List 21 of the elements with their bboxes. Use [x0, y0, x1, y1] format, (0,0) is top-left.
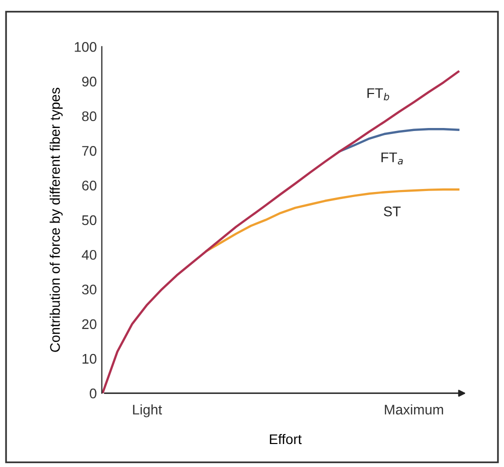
x-tick-label: Light: [133, 404, 162, 418]
y-tick-label: 40: [82, 250, 96, 260]
x-tick-label: Maximum: [384, 404, 444, 415]
series-label: ST: [384, 206, 401, 216]
y-tick-label: 100: [74, 42, 96, 52]
series-label: FT$_{b}$: [367, 88, 390, 100]
y-axis-title: Contribution of force by different fiber types: [50, 88, 63, 352]
y-tick-label: 20: [82, 319, 96, 330]
y-tick-label: 80: [82, 111, 96, 122]
y-tick-label: 90: [82, 76, 96, 87]
y-tick-label: 10: [82, 354, 96, 364]
series-label: FT$_{a}$: [382, 152, 403, 165]
line-series: [205, 188, 460, 252]
x-axis-title: Effort: [270, 434, 302, 444]
y-tick-label: 30: [82, 284, 96, 294]
y-tick-label: 70: [82, 146, 96, 156]
line-series: [338, 128, 460, 152]
y-tick-label: 0: [90, 388, 96, 398]
line-series: [102, 70, 460, 394]
y-tick-label: 50: [82, 215, 96, 226]
y-tick-label: 60: [82, 180, 96, 190]
